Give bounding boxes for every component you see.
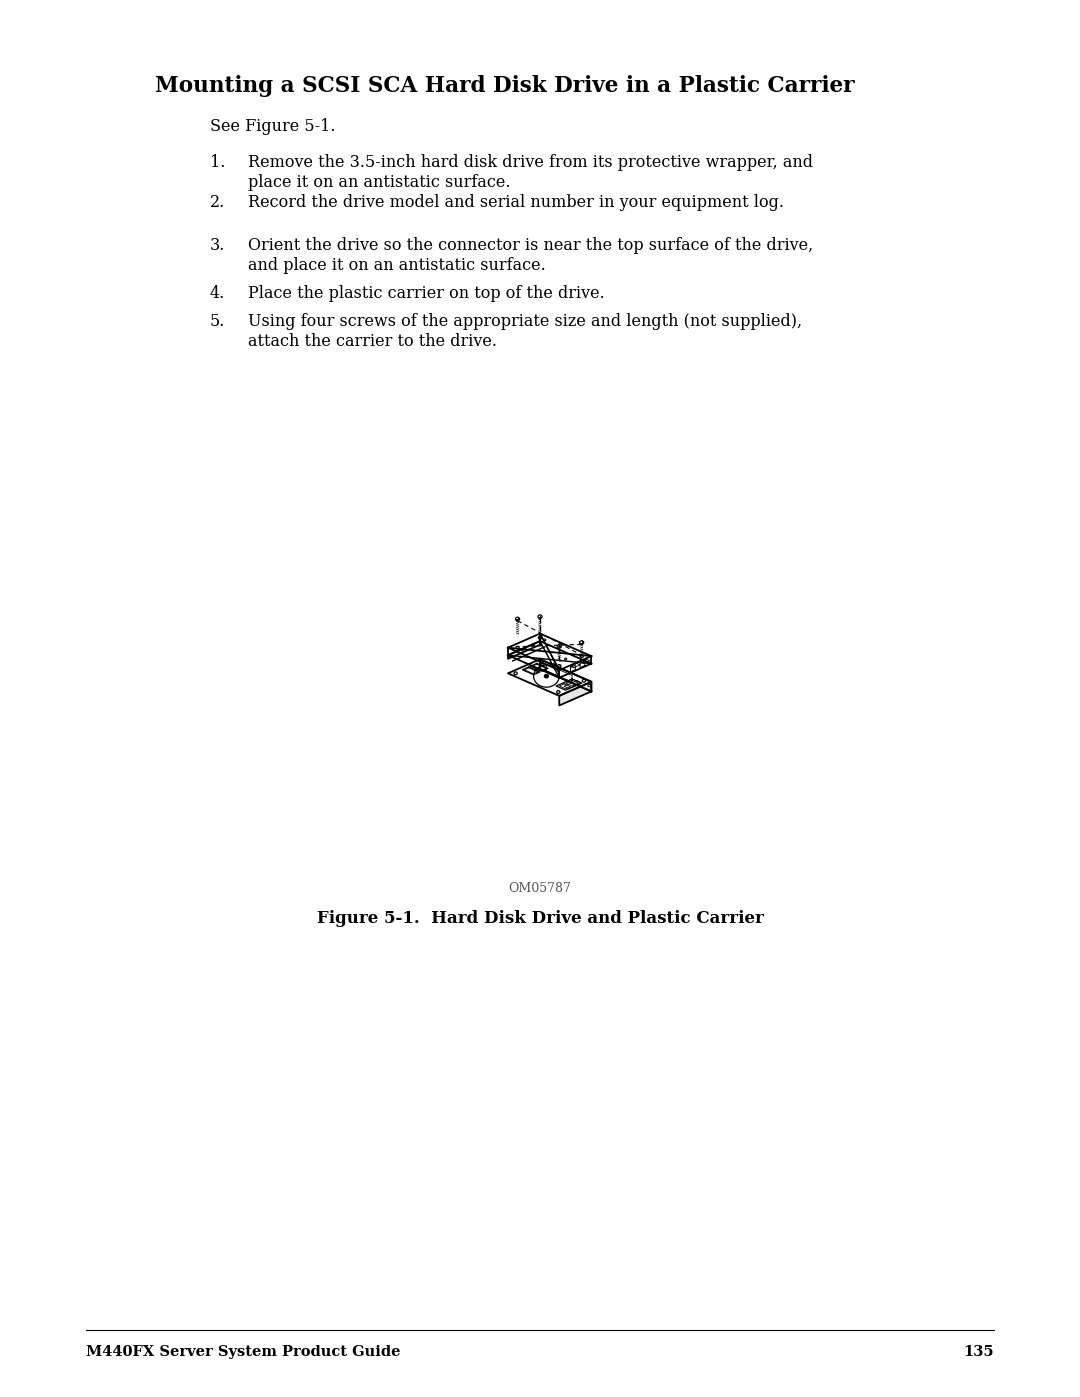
Text: Remove the 3.5-inch hard disk drive from its protective wrapper, and
place it on: Remove the 3.5-inch hard disk drive from… — [248, 154, 813, 190]
Polygon shape — [559, 682, 592, 705]
Text: OM05787: OM05787 — [509, 882, 571, 895]
Text: 2.: 2. — [210, 194, 226, 211]
Text: Figure 5-1.  Hard Disk Drive and Plastic Carrier: Figure 5-1. Hard Disk Drive and Plastic … — [316, 909, 764, 928]
Text: Using four screws of the appropriate size and length (not supplied),
attach the : Using four screws of the appropriate siz… — [248, 313, 802, 349]
Text: Orient the drive so the connector is near the top surface of the drive,
and plac: Orient the drive so the connector is nea… — [248, 237, 813, 274]
Polygon shape — [540, 659, 592, 692]
Circle shape — [544, 675, 549, 678]
Text: Place the plastic carrier on top of the drive.: Place the plastic carrier on top of the … — [248, 285, 605, 302]
Text: See Figure 5-1.: See Figure 5-1. — [210, 117, 336, 136]
Text: Mounting a SCSI SCA Hard Disk Drive in a Plastic Carrier: Mounting a SCSI SCA Hard Disk Drive in a… — [156, 75, 854, 96]
Text: 5.: 5. — [210, 313, 226, 330]
Text: M440FX Server System Product Guide: M440FX Server System Product Guide — [86, 1345, 401, 1359]
Text: 3.: 3. — [210, 237, 226, 254]
Text: 135: 135 — [963, 1345, 994, 1359]
Text: 4.: 4. — [210, 285, 226, 302]
Polygon shape — [508, 659, 592, 696]
Text: Record the drive model and serial number in your equipment log.: Record the drive model and serial number… — [248, 194, 784, 211]
Text: 1.: 1. — [210, 154, 226, 170]
